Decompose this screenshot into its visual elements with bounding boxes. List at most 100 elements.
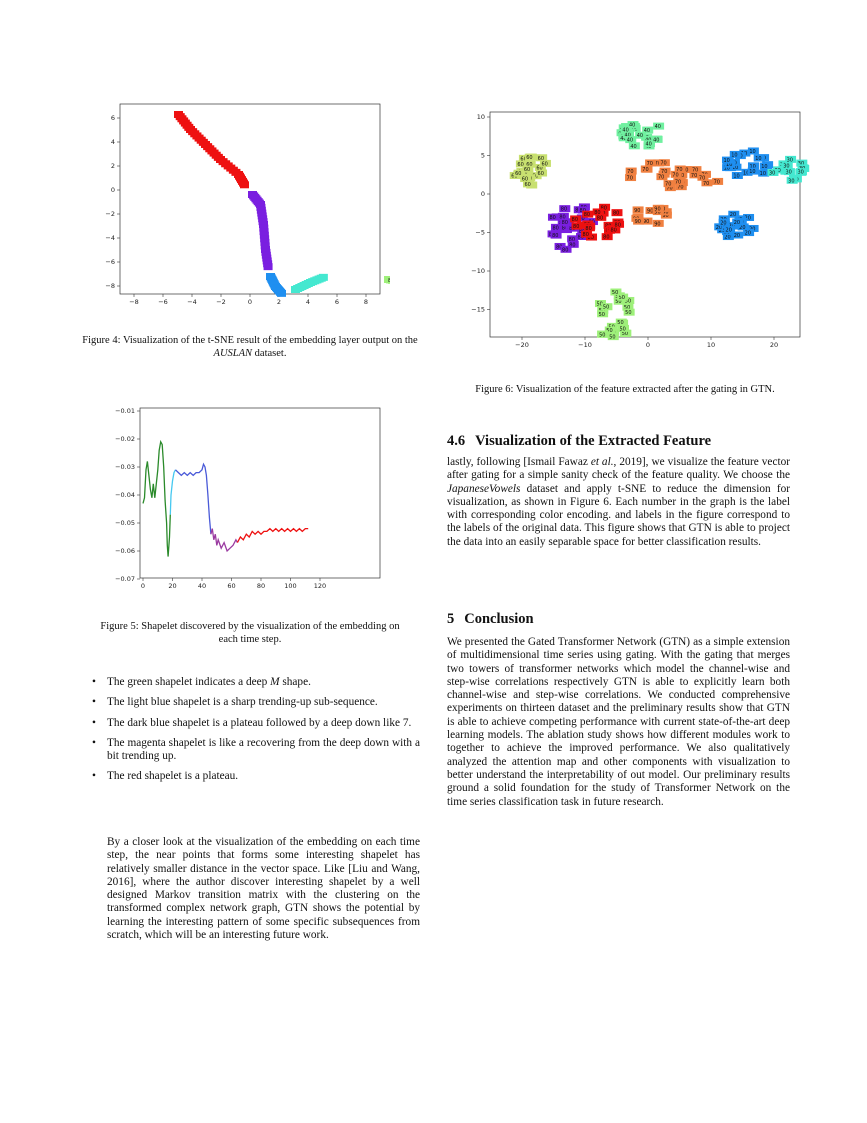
point-label: 80 [569, 237, 575, 243]
point-marker [759, 162, 771, 170]
point-marker [536, 169, 548, 177]
point-label: 80 [573, 224, 579, 230]
point-marker [652, 219, 664, 227]
point-label: 80 [562, 225, 568, 231]
y-tick-label: −0.06 [115, 547, 135, 555]
point-label: 20 [720, 220, 726, 226]
point-marker [673, 178, 685, 186]
point-marker [743, 229, 755, 237]
point-marker [627, 121, 639, 129]
point-marker [260, 242, 270, 250]
point-marker [513, 169, 525, 177]
point-label: 70 [665, 182, 671, 188]
x-tick-label: −8 [129, 298, 139, 306]
point-label: 60 [532, 174, 538, 180]
point-marker [583, 224, 595, 232]
point-marker [718, 218, 730, 226]
point-label: 10 [755, 156, 761, 162]
x-tick-label: 40 [198, 582, 206, 590]
point-marker [747, 147, 759, 155]
point-marker [534, 163, 546, 171]
point-label: 80 [597, 215, 603, 221]
y-tick-label: −15 [471, 306, 485, 314]
point-label: 50 [625, 310, 631, 316]
point-label: 60 [517, 162, 523, 168]
point-marker [524, 160, 536, 168]
x-tick-label: −4 [187, 298, 197, 306]
point-label: 50 [625, 298, 631, 304]
x-tick-label: −10 [578, 341, 592, 349]
y-tick-label: 2 [111, 162, 115, 170]
point-marker [652, 204, 664, 212]
point-marker [643, 135, 655, 143]
point-marker [625, 174, 637, 182]
x-tick-label: 0 [141, 582, 145, 590]
point-label: 20 [734, 220, 740, 226]
point-label: 40 [637, 133, 643, 139]
point-label: 70 [661, 169, 667, 175]
point-label: 30 [769, 170, 775, 176]
y-tick-label: −0.02 [115, 435, 135, 443]
point-label: 60 [526, 155, 532, 161]
point-label: 70 [675, 180, 681, 186]
point-label: 90 [654, 221, 660, 227]
point-marker [724, 160, 736, 168]
y-tick-label: −5 [475, 229, 485, 237]
point-label: 70 [676, 167, 682, 173]
point-marker [260, 238, 270, 246]
y-tick-label: −6 [105, 258, 115, 266]
point-label: 70 [666, 186, 672, 192]
point-label: 40 [622, 127, 628, 133]
point-label: 60 [524, 167, 530, 173]
point-label: 90 [662, 213, 668, 219]
point-marker [645, 159, 657, 167]
bullet-item: The red shapelet is a plateau. [90, 770, 420, 784]
point-marker [783, 168, 795, 176]
point-label: 60 [520, 156, 526, 162]
y-tick-label: −8 [105, 282, 115, 290]
point-label: 10 [723, 158, 729, 164]
point-marker [690, 166, 702, 174]
point-label: 90 [634, 208, 640, 214]
x-tick-label: 80 [257, 582, 265, 590]
point-label: 80 [583, 232, 589, 238]
point-label: 80 [603, 235, 609, 241]
point-label: 50 [615, 299, 621, 305]
point-marker [656, 173, 668, 181]
point-label: 50 [624, 305, 630, 311]
point-marker [724, 226, 736, 234]
point-label: 80 [552, 225, 558, 231]
y-tick-label: −0.07 [115, 575, 135, 583]
point-marker [758, 169, 770, 177]
point-marker [773, 166, 785, 174]
point-label: 60 [526, 162, 532, 168]
point-label: 50 [599, 312, 605, 318]
point-label: 30 [798, 161, 804, 167]
point-marker [747, 224, 759, 232]
point-label: 90 [635, 219, 641, 225]
point-marker [522, 180, 534, 188]
point-label: 90 [654, 210, 660, 216]
point-label: 50 [609, 335, 615, 341]
point-label: 70 [627, 176, 633, 182]
point-marker [642, 126, 654, 134]
point-label: 60 [522, 177, 528, 183]
point-marker [608, 225, 620, 233]
point-label: 10 [732, 165, 738, 171]
point-label: 80 [613, 211, 619, 217]
point-label: 10 [731, 152, 737, 158]
shapelet-line [210, 528, 238, 553]
point-marker [729, 150, 741, 158]
point-marker [607, 333, 619, 341]
point-marker [259, 221, 268, 228]
point-marker [613, 220, 625, 228]
point-label: 70 [647, 161, 653, 167]
point-label: 50 [596, 302, 602, 308]
x-tick-label: 4 [306, 298, 310, 306]
point-marker [547, 213, 559, 221]
point-marker [559, 205, 571, 213]
point-label: 80 [578, 235, 584, 241]
point-label: 10 [724, 166, 730, 172]
point-marker [721, 156, 733, 164]
point-label: 80 [594, 210, 600, 216]
